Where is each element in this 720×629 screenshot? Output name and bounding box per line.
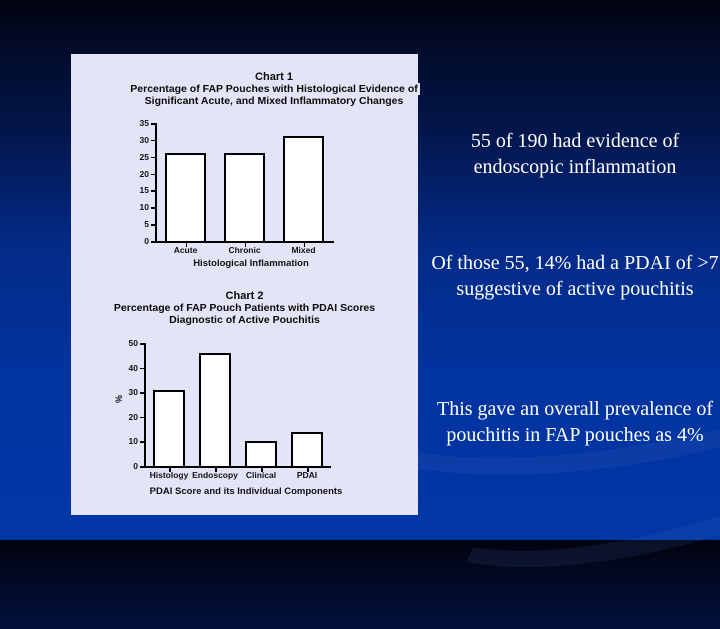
chart2-x-axis-title: PDAI Score and its Individual Components (149, 486, 343, 497)
y-tick (151, 207, 155, 209)
y-tick (151, 123, 155, 125)
y-tick-label: 20 (128, 411, 138, 422)
y-tick (151, 224, 155, 226)
y-tick-label: 5 (144, 219, 149, 230)
x-tick (215, 468, 217, 472)
bar-histology (153, 389, 185, 466)
x-tick-label: Chronic (228, 245, 261, 255)
y-tick (151, 173, 155, 176)
y-tick-label: 25 (139, 151, 149, 162)
chart2-title: Chart 2 Percentage of FAP Pouch Patients… (71, 290, 418, 326)
chart1-label: Chart 1 (255, 71, 293, 83)
y-tick-label: 35 (139, 118, 149, 128)
x-tick (307, 468, 309, 472)
chart1-plot: 0 5 10 15 20 25 30 35 Acute Chronic Mixed (71, 54, 418, 284)
chart1-title-line2: Significant Acute, and Mixed Inflammator… (144, 95, 404, 107)
y-tick-label: 10 (128, 436, 138, 447)
bar-acute (165, 153, 206, 241)
x-tick-label: Endoscopy (192, 470, 238, 480)
x-tick (261, 468, 263, 472)
x-tick-label: PDAI (296, 470, 318, 480)
chart2-title-line1: Percentage of FAP Pouch Patients with PD… (113, 302, 376, 314)
chart2-title-line2: Diagnostic of Active Pouchitis (169, 314, 320, 326)
bar-chronic (224, 153, 265, 241)
y-tick-label: 30 (128, 387, 138, 398)
chart1-title-line1: Percentage of FAP Pouches with Histologi… (128, 83, 420, 95)
finding-pdai-pouchitis: Of those 55, 14% had a PDAI of >7 sugges… (431, 252, 719, 300)
y-tick (140, 441, 144, 443)
y-tick (151, 139, 155, 142)
y-tick (140, 367, 144, 370)
finding-overall-prevalence: This gave an overall prevalence of pouch… (437, 398, 713, 446)
y-tick-label: 50 (128, 338, 138, 348)
bar-endoscopy (199, 352, 231, 466)
y-tick (151, 241, 155, 243)
chart2-y-axis-title: % (114, 394, 125, 404)
y-axis (144, 343, 146, 468)
y-tick-label: 10 (139, 202, 149, 213)
y-tick (140, 392, 144, 394)
x-axis (155, 241, 334, 243)
x-tick (303, 243, 305, 247)
chart2-label: Chart 2 (225, 290, 264, 302)
y-tick (151, 156, 155, 159)
x-tick-label: Histology (149, 470, 189, 480)
x-tick (244, 243, 246, 247)
bar-pdai (291, 431, 323, 466)
x-axis (144, 466, 331, 468)
finding-endoscopic-inflammation: 55 of 190 had evidence of endoscopic inf… (470, 130, 680, 178)
y-tick-label: 15 (139, 185, 149, 196)
x-tick-label: Clinical (245, 470, 277, 480)
y-axis (155, 123, 157, 243)
y-tick-label: 0 (133, 461, 138, 471)
chart1-title: Chart 1 Percentage of FAP Pouches with H… (121, 71, 427, 107)
y-tick-label: 40 (128, 362, 138, 373)
x-tick-label: Mixed (291, 245, 316, 255)
chart1-x-axis-title: Histological Inflammation (193, 258, 309, 269)
x-tick (185, 243, 187, 247)
x-tick-label: Acute (173, 245, 198, 255)
charts-panel: Chart 1 Percentage of FAP Pouches with H… (71, 54, 420, 515)
y-tick (151, 190, 155, 192)
y-tick-label: 0 (144, 236, 149, 246)
y-tick (140, 466, 144, 468)
y-tick-label: 20 (139, 168, 149, 179)
bar-mixed (283, 136, 324, 241)
y-tick-label: 30 (139, 134, 149, 145)
y-tick (140, 416, 144, 419)
chart2-plot: 0 10 20 30 40 50 Histology Endoscopy Clinical PDA… (71, 54, 418, 515)
x-tick (169, 468, 171, 472)
y-tick (140, 343, 144, 345)
bar-clinical (245, 441, 277, 466)
